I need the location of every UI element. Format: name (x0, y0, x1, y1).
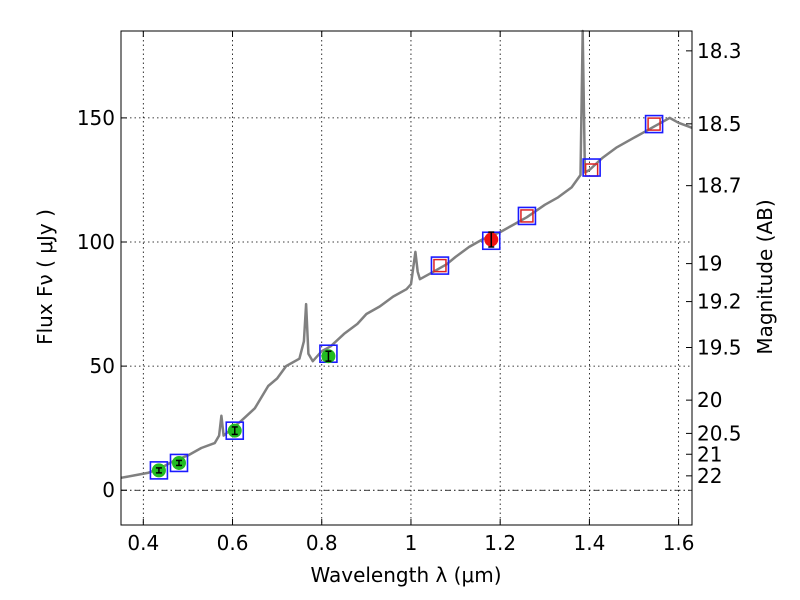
x-tick-label: 1 (405, 531, 418, 555)
plot-frame (120, 30, 693, 526)
y-tick-label: 0 (102, 478, 115, 502)
model-box (430, 256, 450, 275)
spectrum-series (120, 29, 693, 480)
x-tick-label: 0.8 (306, 531, 338, 555)
model-box (644, 114, 664, 134)
model-marker (433, 258, 447, 273)
model-box (149, 461, 169, 480)
x-tick-label: 1.6 (663, 531, 695, 555)
x-tick-label: 0.6 (217, 531, 249, 555)
y-axis-title: Flux Fν ( μJy ) (33, 209, 57, 345)
right-axis-title: Magnitude (AB) (753, 199, 777, 354)
mag-tick-label: 18.7 (697, 174, 742, 198)
model-marker (520, 209, 534, 223)
mag-tick-label: 19.2 (697, 290, 742, 314)
photometry-series (151, 231, 499, 478)
y-axis-ticks: 0 50 100 150 (77, 106, 127, 502)
mag-tick-label: 19.5 (697, 336, 742, 360)
y-tick-label: 150 (77, 106, 115, 130)
mag-tick-label: 19 (697, 252, 722, 276)
y-tick-label: 50 (90, 354, 115, 378)
plot-border (120, 30, 693, 526)
x-axis-title: Wavelength λ (μm) (310, 563, 501, 587)
mag-tick-label: 20.5 (697, 421, 742, 445)
mag-tick-label: 22 (697, 464, 722, 488)
x-axis-ticks: 0.4 0.6 0.8 1 1.2 1.4 1.6 (127, 31, 695, 555)
model-box (582, 158, 601, 177)
y-tick-label: 100 (77, 230, 115, 254)
mag-tick-label: 18.5 (697, 112, 742, 136)
grid-lines (121, 31, 692, 525)
model-box-series (149, 114, 664, 480)
spectrum-line (120, 29, 693, 480)
model-box (517, 206, 537, 226)
model-box (225, 421, 245, 440)
x-tick-label: 1.2 (484, 531, 516, 555)
mag-tick-label: 20 (697, 388, 722, 412)
x-tick-label: 0.4 (127, 531, 159, 555)
x-tick-label: 1.4 (573, 531, 605, 555)
mag-tick-label: 21 (697, 442, 722, 466)
mag-tick-label: 18.3 (697, 39, 742, 63)
model-box (169, 453, 189, 473)
model-marker (647, 117, 661, 131)
